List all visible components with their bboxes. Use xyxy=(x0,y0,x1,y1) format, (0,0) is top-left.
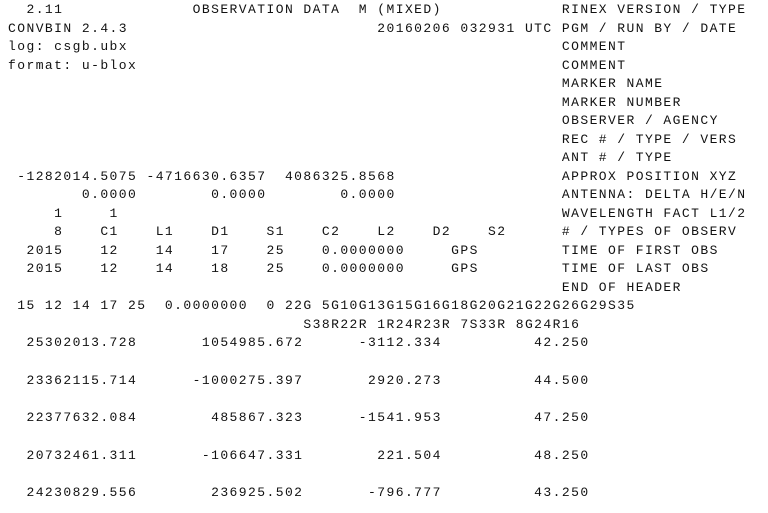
epoch-line: 15 12 14 17 25 0.0000000 0 22G 5G10G13G1… xyxy=(8,298,636,313)
header-line: 2015 12 14 18 25 0.0000000 GPS TIME OF L… xyxy=(8,261,710,276)
header-line: ANT # / TYPE xyxy=(8,150,673,165)
epoch-line: S38R22R 1R24R23R 7S33R 8G24R16 xyxy=(8,316,581,332)
observation-line: 25302013.728 1054985.672 -3112.334 42.25… xyxy=(8,335,590,350)
header-block: 2.11 OBSERVATION DATA M (MIXED) RINEX VE… xyxy=(8,1,768,297)
header-line: 2015 12 14 17 25 0.0000000 GPS TIME OF F… xyxy=(8,242,719,258)
header-line: MARKER NAME xyxy=(8,76,664,91)
header-line: CONVBIN 2.4.3 20160206 032931 UTC PGM / … xyxy=(8,20,738,36)
header-line: OBSERVER / AGENCY xyxy=(8,113,719,128)
observation-line: 24230829.556 236925.502 -796.777 43.250 xyxy=(8,485,590,500)
header-line: REC # / TYPE / VERS xyxy=(8,131,738,147)
header-line: 8 C1 L1 D1 S1 C2 L2 D2 S2 # / TYPES OF O… xyxy=(8,224,738,239)
header-line: 2.11 OBSERVATION DATA M (MIXED) RINEX VE… xyxy=(8,2,747,17)
observation-line: 22377632.084 485867.323 -1541.953 47.250 xyxy=(8,410,590,425)
header-line: format: u-blox COMMENT xyxy=(8,57,627,73)
epoch-block: 15 12 14 17 25 0.0000000 0 22G 5G10G13G1… xyxy=(8,297,768,334)
observation-line: 23362115.714 -1000275.397 2920.273 44.50… xyxy=(8,372,590,388)
header-line: 1 1 WAVELENGTH FACT L1/2 xyxy=(8,205,747,221)
observation-block: 25302013.728 1054985.672 -3112.334 42.25… xyxy=(8,334,768,503)
header-line: MARKER NUMBER xyxy=(8,94,682,110)
observation-line: 20732461.311 -106647.331 221.504 48.250 xyxy=(8,447,590,463)
header-line: 0.0000 0.0000 0.0000 ANTENNA: DELTA H/E/… xyxy=(8,187,747,202)
header-line: log: csgb.ubx COMMENT xyxy=(8,39,627,54)
header-line: -1282014.5075 -4716630.6357 4086325.8568… xyxy=(8,168,738,184)
header-line: END OF HEADER xyxy=(8,279,682,295)
